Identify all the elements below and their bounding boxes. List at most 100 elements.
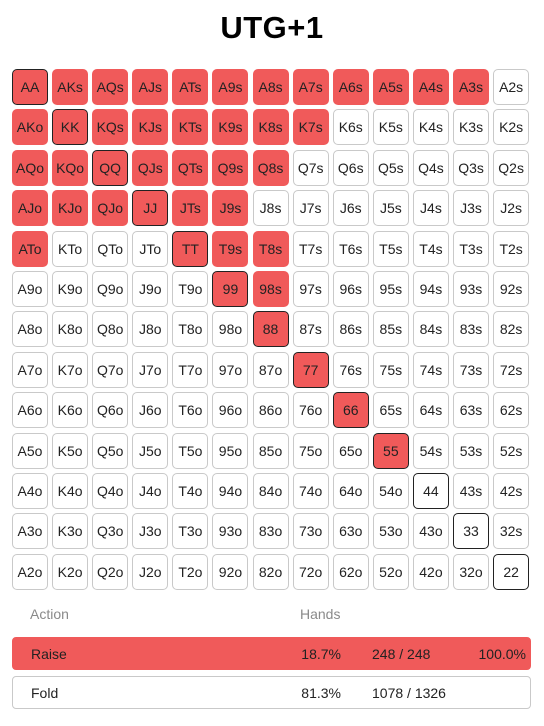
hand-cell-Q7s[interactable]: Q7s <box>292 149 329 186</box>
hand-cell-J4s[interactable]: J4s <box>412 190 449 227</box>
hand-cell-K4s[interactable]: K4s <box>412 109 449 146</box>
raise-action-row[interactable]: Raise 18.7% 248 / 248 100.0% <box>12 637 531 670</box>
hand-cell-QJs[interactable]: QJs <box>132 149 169 186</box>
hand-cell-Q5s[interactable]: Q5s <box>372 149 409 186</box>
hand-cell-64s[interactable]: 64s <box>412 392 449 429</box>
hand-cell-98s[interactable]: 98s <box>252 270 289 307</box>
hand-cell-KQo[interactable]: KQo <box>52 149 89 186</box>
hand-cell-54o[interactable]: 54o <box>372 472 409 509</box>
hand-cell-95s[interactable]: 95s <box>372 270 409 307</box>
hand-cell-K7o[interactable]: K7o <box>52 351 89 388</box>
hand-cell-T9s[interactable]: T9s <box>212 230 249 267</box>
hand-cell-J2s[interactable]: J2s <box>493 190 530 227</box>
hand-cell-74s[interactable]: 74s <box>412 351 449 388</box>
hand-cell-AQs[interactable]: AQs <box>92 69 129 105</box>
hand-cell-T2s[interactable]: T2s <box>493 230 530 267</box>
hand-cell-QTo[interactable]: QTo <box>92 230 129 267</box>
hand-cell-KTo[interactable]: KTo <box>52 230 89 267</box>
hand-cell-T6o[interactable]: T6o <box>172 392 209 429</box>
hand-cell-J8o[interactable]: J8o <box>132 311 169 348</box>
hand-cell-63o[interactable]: 63o <box>332 513 369 550</box>
hand-cell-K6o[interactable]: K6o <box>52 392 89 429</box>
hand-cell-73o[interactable]: 73o <box>292 513 329 550</box>
hand-cell-43s[interactable]: 43s <box>453 472 490 509</box>
fold-action-row[interactable]: Fold 81.3% 1078 / 1326 <box>12 676 531 709</box>
hand-cell-42o[interactable]: 42o <box>412 553 449 590</box>
hand-cell-53o[interactable]: 53o <box>372 513 409 550</box>
hand-cell-J9o[interactable]: J9o <box>132 270 169 307</box>
hand-cell-63s[interactable]: 63s <box>453 392 490 429</box>
hand-cell-A7s[interactable]: A7s <box>292 69 329 105</box>
hand-cell-85s[interactable]: 85s <box>372 311 409 348</box>
hand-cell-95o[interactable]: 95o <box>212 432 249 469</box>
hand-cell-K7s[interactable]: K7s <box>292 109 329 146</box>
hand-cell-J8s[interactable]: J8s <box>252 190 289 227</box>
hand-cell-K6s[interactable]: K6s <box>332 109 369 146</box>
hand-cell-52s[interactable]: 52s <box>493 432 530 469</box>
hand-cell-22[interactable]: 22 <box>493 553 530 590</box>
hand-cell-85o[interactable]: 85o <box>252 432 289 469</box>
hand-cell-Q2s[interactable]: Q2s <box>493 149 530 186</box>
hand-cell-Q6o[interactable]: Q6o <box>92 392 129 429</box>
hand-cell-T4o[interactable]: T4o <box>172 472 209 509</box>
hand-cell-KQs[interactable]: KQs <box>92 109 129 146</box>
hand-cell-T3s[interactable]: T3s <box>453 230 490 267</box>
hand-cell-AKs[interactable]: AKs <box>52 69 89 105</box>
hand-cell-A6s[interactable]: A6s <box>332 69 369 105</box>
hand-cell-AKo[interactable]: AKo <box>12 109 48 146</box>
hand-cell-65s[interactable]: 65s <box>372 392 409 429</box>
hand-cell-84o[interactable]: 84o <box>252 472 289 509</box>
hand-cell-A5o[interactable]: A5o <box>12 432 48 469</box>
hand-cell-Q9o[interactable]: Q9o <box>92 270 129 307</box>
hand-cell-AJs[interactable]: AJs <box>132 69 169 105</box>
hand-cell-T6s[interactable]: T6s <box>332 230 369 267</box>
hand-cell-J3o[interactable]: J3o <box>132 513 169 550</box>
hand-cell-74o[interactable]: 74o <box>292 472 329 509</box>
hand-cell-T7s[interactable]: T7s <box>292 230 329 267</box>
hand-cell-88[interactable]: 88 <box>252 311 289 348</box>
hand-cell-ATs[interactable]: ATs <box>172 69 209 105</box>
hand-cell-Q3s[interactable]: Q3s <box>453 149 490 186</box>
hand-cell-Q7o[interactable]: Q7o <box>92 351 129 388</box>
hand-cell-JJ[interactable]: JJ <box>132 190 169 227</box>
hand-cell-J9s[interactable]: J9s <box>212 190 249 227</box>
hand-cell-54s[interactable]: 54s <box>412 432 449 469</box>
hand-cell-KJs[interactable]: KJs <box>132 109 169 146</box>
hand-cell-J5s[interactable]: J5s <box>372 190 409 227</box>
hand-cell-Q2o[interactable]: Q2o <box>92 553 129 590</box>
hand-cell-82o[interactable]: 82o <box>252 553 289 590</box>
hand-cell-JTs[interactable]: JTs <box>172 190 209 227</box>
hand-cell-K3s[interactable]: K3s <box>453 109 490 146</box>
hand-cell-AA[interactable]: AA <box>12 69 48 105</box>
hand-cell-J5o[interactable]: J5o <box>132 432 169 469</box>
hand-cell-J7o[interactable]: J7o <box>132 351 169 388</box>
hand-cell-K9o[interactable]: K9o <box>52 270 89 307</box>
hand-cell-96o[interactable]: 96o <box>212 392 249 429</box>
hand-cell-T3o[interactable]: T3o <box>172 513 209 550</box>
hand-cell-73s[interactable]: 73s <box>453 351 490 388</box>
hand-cell-Q4o[interactable]: Q4o <box>92 472 129 509</box>
hand-cell-87s[interactable]: 87s <box>292 311 329 348</box>
hand-cell-AQo[interactable]: AQo <box>12 149 48 186</box>
hand-cell-Q3o[interactable]: Q3o <box>92 513 129 550</box>
hand-cell-87o[interactable]: 87o <box>252 351 289 388</box>
hand-cell-A7o[interactable]: A7o <box>12 351 48 388</box>
hand-cell-A2o[interactable]: A2o <box>12 553 48 590</box>
hand-cell-92o[interactable]: 92o <box>212 553 249 590</box>
hand-cell-94s[interactable]: 94s <box>412 270 449 307</box>
hand-cell-43o[interactable]: 43o <box>412 513 449 550</box>
hand-cell-53s[interactable]: 53s <box>453 432 490 469</box>
hand-cell-Q4s[interactable]: Q4s <box>412 149 449 186</box>
hand-cell-A8s[interactable]: A8s <box>252 69 289 105</box>
hand-cell-96s[interactable]: 96s <box>332 270 369 307</box>
hand-cell-75s[interactable]: 75s <box>372 351 409 388</box>
hand-cell-98o[interactable]: 98o <box>212 311 249 348</box>
hand-cell-33[interactable]: 33 <box>453 513 490 550</box>
hand-cell-92s[interactable]: 92s <box>493 270 530 307</box>
hand-cell-A2s[interactable]: A2s <box>493 69 530 105</box>
hand-cell-A3s[interactable]: A3s <box>453 69 490 105</box>
hand-cell-72o[interactable]: 72o <box>292 553 329 590</box>
hand-cell-93o[interactable]: 93o <box>212 513 249 550</box>
hand-cell-97s[interactable]: 97s <box>292 270 329 307</box>
hand-cell-44[interactable]: 44 <box>412 472 449 509</box>
